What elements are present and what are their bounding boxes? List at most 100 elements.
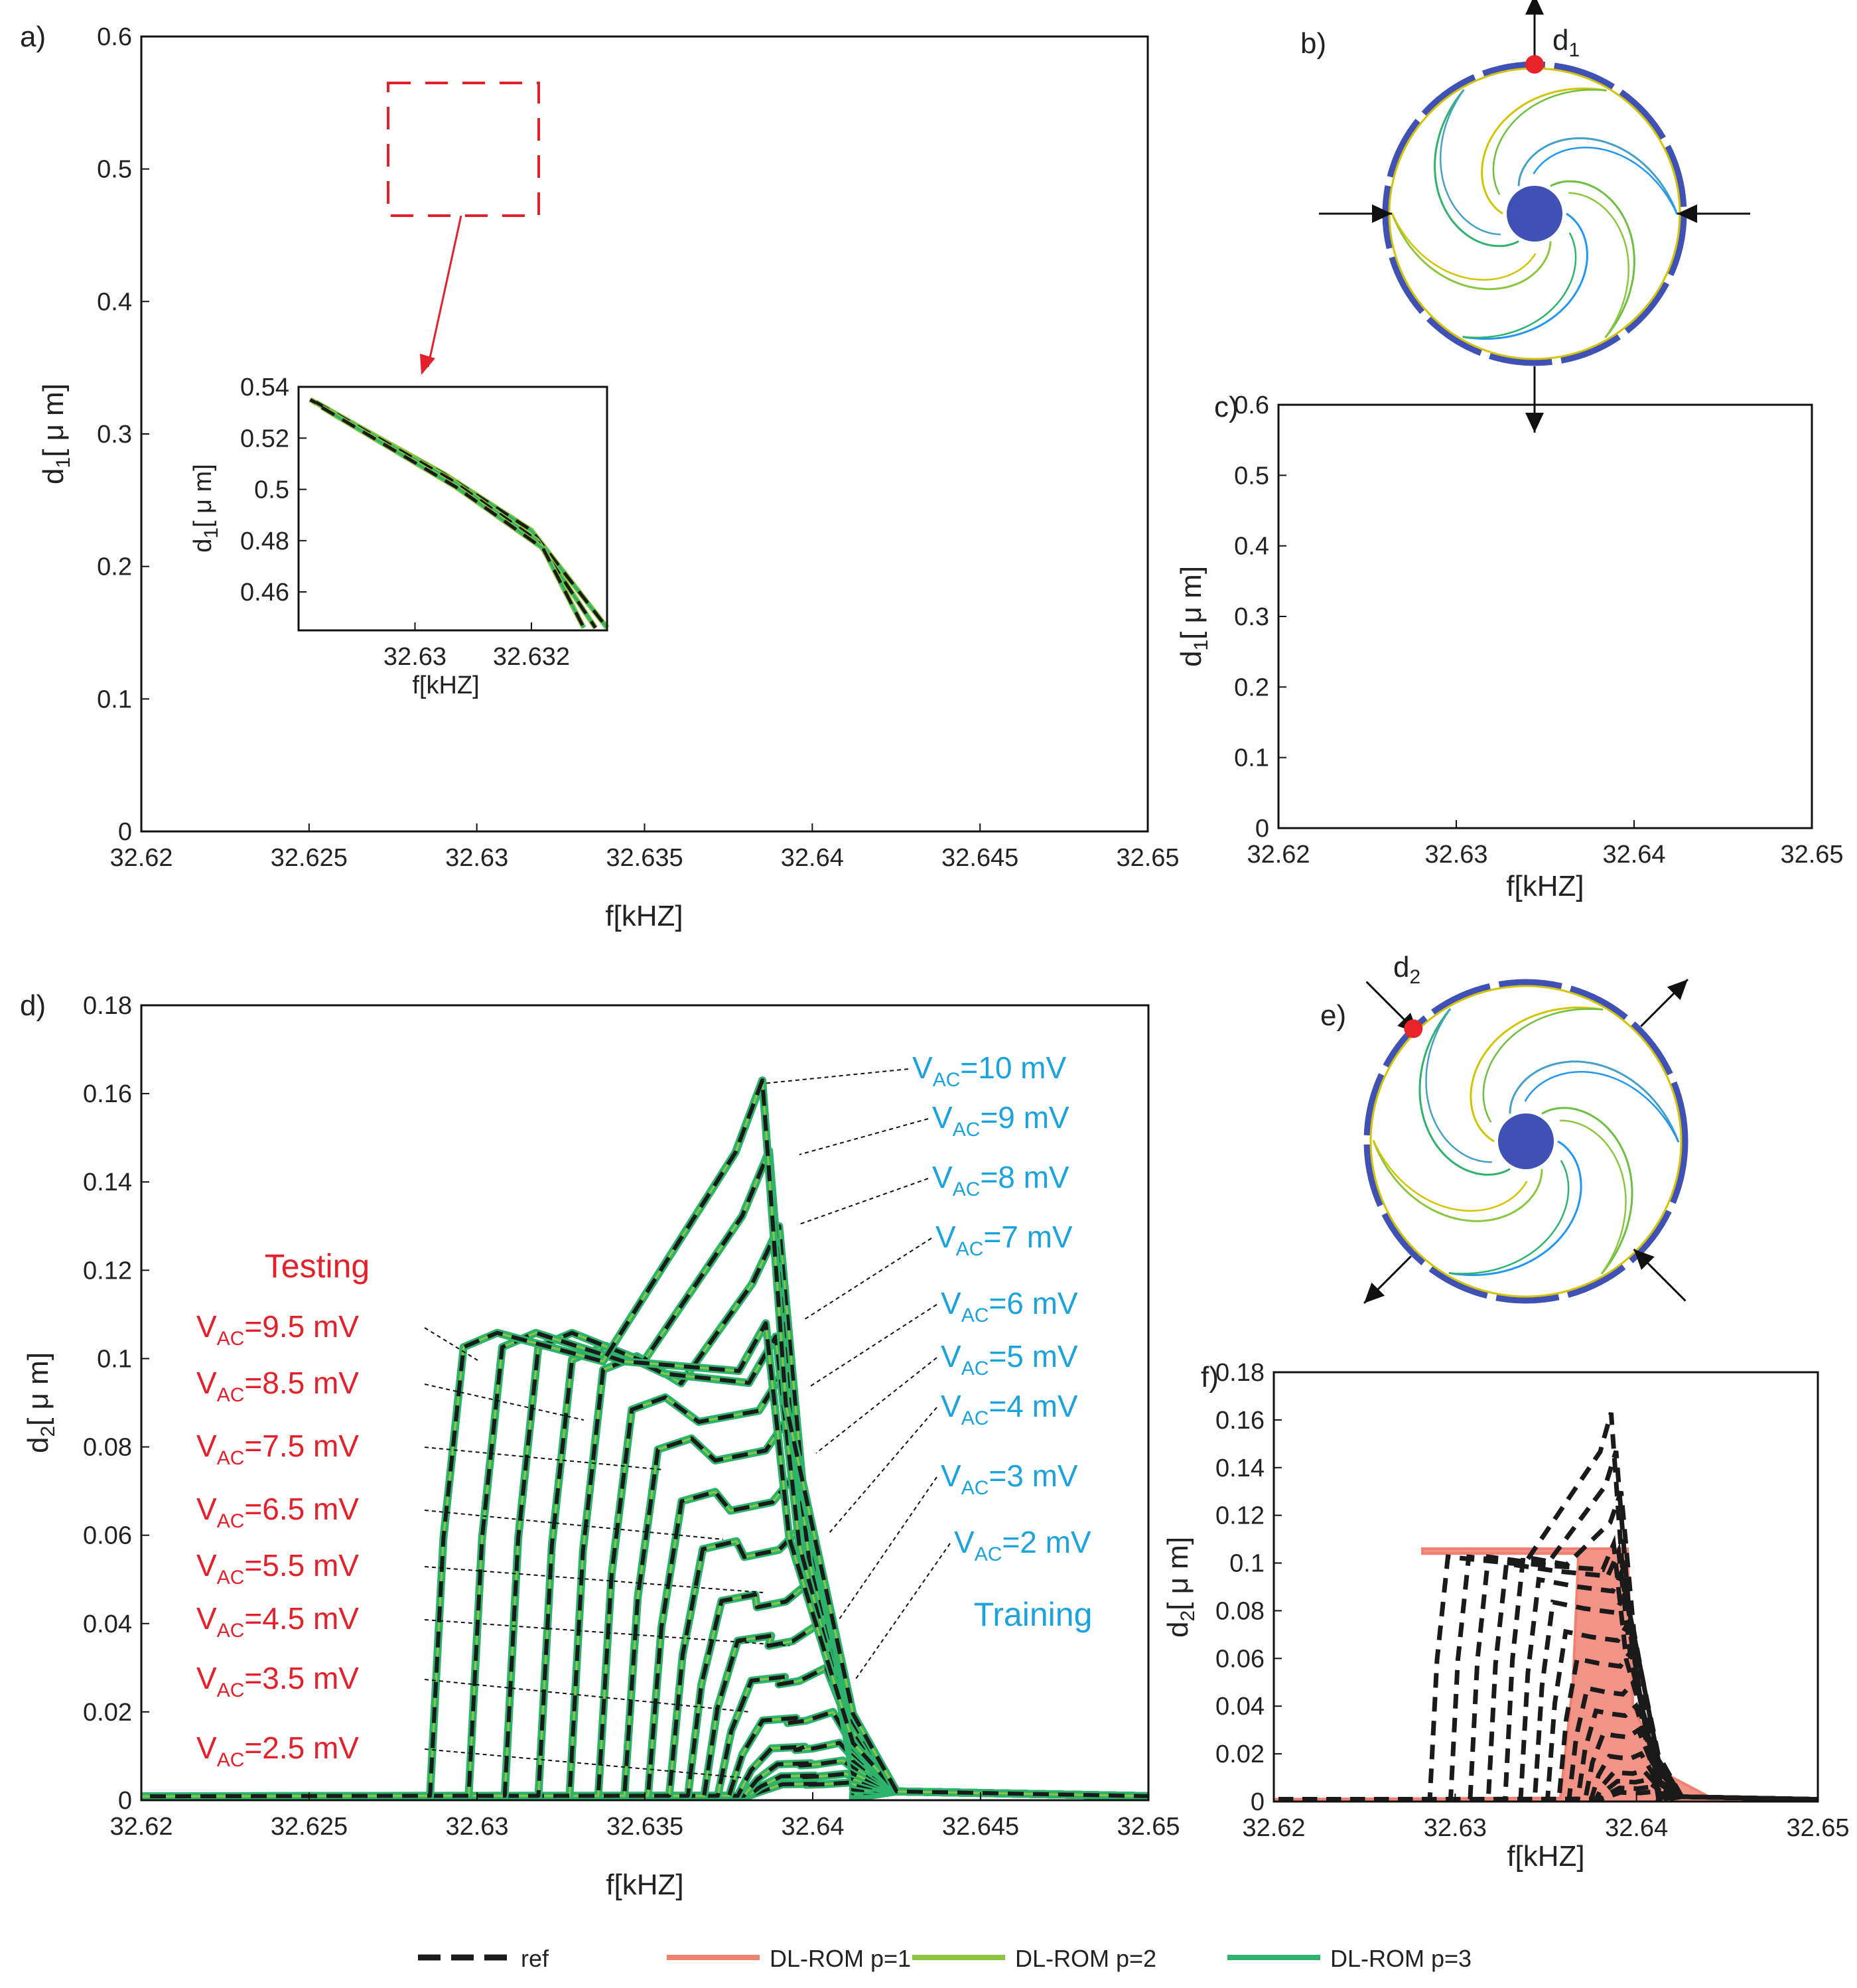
panel-f-series-8-ref — [1274, 1645, 1818, 1802]
panel-e-point-label: d2 — [1393, 951, 1420, 988]
testing-label-3-val: =6.5 mV — [244, 1492, 359, 1526]
panel-a-label: a) — [20, 21, 46, 53]
panel-f-series-11-ref — [1274, 1559, 1818, 1802]
inset-xticks: 32.63 32.632 — [383, 622, 570, 671]
panel-e-spring-b-3 — [1482, 1008, 1604, 1123]
panel-b-spring-b-2 — [1439, 89, 1501, 236]
panel-d-ytick-label-6: 0.12 — [83, 1257, 132, 1285]
panel-d-ytick-label-3: 0.06 — [83, 1522, 132, 1550]
panel-e-spring-1 — [1372, 1140, 1543, 1222]
testing-title: Testing — [265, 1247, 370, 1285]
panel-d-series-7-ref — [141, 1577, 1148, 1799]
panel-f-xtick-label-1: 32.63 — [1424, 1814, 1487, 1842]
training-label-2-v: V — [932, 1160, 953, 1194]
testing-label-3: VAC=6.5 mV — [196, 1492, 359, 1532]
panel-a-xtick-label-3: 32.635 — [606, 844, 683, 872]
panel-b-arrow-head-1 — [1525, 413, 1544, 433]
panel-c-ylabel: d1[ μ m] — [1175, 566, 1212, 667]
testing-leader-0 — [424, 1327, 478, 1361]
testing-label-1-val: =8.5 mV — [244, 1366, 359, 1400]
inset-ytick-label-1: 0.48 — [240, 528, 289, 555]
panel-f-xtick-label-2: 32.64 — [1605, 1814, 1668, 1842]
inset-ytick-label-0: 0.46 — [240, 579, 289, 606]
panel-c-frame — [1277, 403, 1813, 829]
panel-d-xlabel: f[kHZ] — [606, 1869, 683, 1901]
panel-d-series-6-ref — [141, 1621, 1148, 1799]
panel-c-ytick-label-4: 0.4 — [1234, 533, 1269, 561]
panel-e-spring-b-4 — [1524, 1070, 1680, 1143]
panel-f-xticks: 32.62 32.63 32.64 32.65 — [1242, 1794, 1850, 1842]
testing-leader-5 — [424, 1619, 790, 1646]
panel-f-series-1-ref — [1274, 1784, 1818, 1802]
panel-b-diagram: b) d1 — [1300, 0, 1750, 433]
inset-curves — [309, 397, 610, 630]
panel-c-ytick-label-3: 0.3 — [1234, 603, 1269, 631]
inset-ytick-label-2: 0.5 — [254, 476, 289, 504]
panel-f-ytick-label-3: 0.06 — [1215, 1645, 1265, 1673]
training-label-8-val: =2 mV — [1002, 1525, 1091, 1559]
training-leader-6 — [829, 1407, 937, 1533]
panel-e-marker — [1404, 1019, 1423, 1038]
panel-f-series-15-ref — [1274, 1535, 1818, 1802]
panel-d-xtick-label-5: 32.645 — [942, 1813, 1019, 1841]
panel-f-series-7-ref — [1274, 1677, 1818, 1802]
panel-b-spring-3 — [1481, 87, 1607, 215]
testing-label-6-val: =3.5 mV — [244, 1661, 359, 1695]
panel-d-xtick-label-1: 32.625 — [271, 1813, 348, 1841]
training-label-6: VAC=4 mV — [941, 1389, 1078, 1429]
training-label-3-v: V — [935, 1220, 956, 1254]
inset-xtick-label-1: 32.632 — [493, 643, 570, 671]
panel-f-ytick-label-8: 0.16 — [1215, 1407, 1265, 1435]
panel-d-ytick-label-2: 0.04 — [83, 1610, 132, 1638]
inset-background — [299, 387, 607, 630]
testing-label-5-v: V — [196, 1601, 217, 1636]
panel-e-spring-5 — [1541, 1107, 1633, 1275]
training-label-5-val: =5 mV — [989, 1339, 1078, 1374]
panel-a-xtick-label-0: 32.62 — [109, 844, 172, 872]
panel-b-spring-5 — [1550, 180, 1635, 338]
panel-f: f) 32.62 32.63 32.64 32.65 0 0.02 0.04 0.06 0.0… — [1162, 1359, 1850, 1873]
panel-a-yticks: 0 0.1 0.2 0.3 0.4 0.5 0.6 — [97, 23, 149, 846]
training-leader-4 — [809, 1304, 937, 1387]
panel-b-spring-b-4 — [1533, 147, 1679, 215]
panel-e-arrow-head-3 — [1364, 1282, 1385, 1303]
panel-f-series-16-ref — [1274, 1412, 1818, 1802]
testing-label-6: VAC=3.5 mV — [196, 1661, 359, 1701]
training-label-5: VAC=5 mV — [941, 1339, 1078, 1380]
testing-label-2-sub: AC — [217, 1447, 245, 1469]
testing-label-4-v: V — [196, 1548, 217, 1583]
panel-c-ytick-label-1: 0.1 — [1234, 745, 1269, 772]
panel-b-label: b) — [1300, 27, 1326, 60]
testing-leader-2 — [424, 1447, 664, 1470]
panel-b-marker — [1525, 55, 1544, 74]
testing-label-6-v: V — [196, 1661, 217, 1695]
legend-label-2: DL-ROM p=2 — [1015, 1945, 1156, 1972]
panel-b-spring-b-5 — [1568, 192, 1630, 338]
testing-label-7-sub: AC — [217, 1749, 245, 1771]
panel-b-rotor — [1319, 0, 1750, 433]
panel-e-rotor — [1363, 978, 1689, 1305]
panel-d-series-4-ref — [141, 1709, 1148, 1799]
panel-a-ytick-label-2: 0.2 — [97, 553, 132, 581]
panel-f-xtick-label-3: 32.65 — [1786, 1814, 1849, 1842]
panel-e-spring-b-2 — [1425, 1008, 1492, 1163]
panel-d-series-16-p2 — [141, 1079, 1148, 1798]
panel-e-spring-2 — [1418, 1008, 1511, 1176]
panel-e-outer-ring — [1363, 979, 1688, 1304]
testing-label-6-sub: AC — [217, 1679, 245, 1701]
training-label-0-v: V — [912, 1050, 933, 1085]
training-label-7-v: V — [941, 1458, 961, 1493]
panel-c-ytick-label-5: 0.5 — [1234, 462, 1269, 490]
panel-d-clipped — [141, 1076, 1148, 1800]
panel-b-spring-b-0 — [1462, 232, 1577, 338]
panel-a-ylabel: d1[ μ m] — [37, 384, 74, 484]
panel-e-arrow-head-1 — [1633, 1249, 1655, 1270]
training-label-6-val: =4 mV — [989, 1389, 1078, 1423]
training-leader-7 — [839, 1476, 937, 1620]
inset-frame — [297, 386, 608, 632]
panel-e-spring-b-5 — [1560, 1119, 1627, 1275]
testing-leader-4 — [424, 1566, 764, 1593]
testing-label-5-val: =4.5 mV — [244, 1601, 359, 1636]
panel-b-spring-0 — [1462, 212, 1588, 340]
training-label-0-sub: AC — [933, 1069, 961, 1091]
